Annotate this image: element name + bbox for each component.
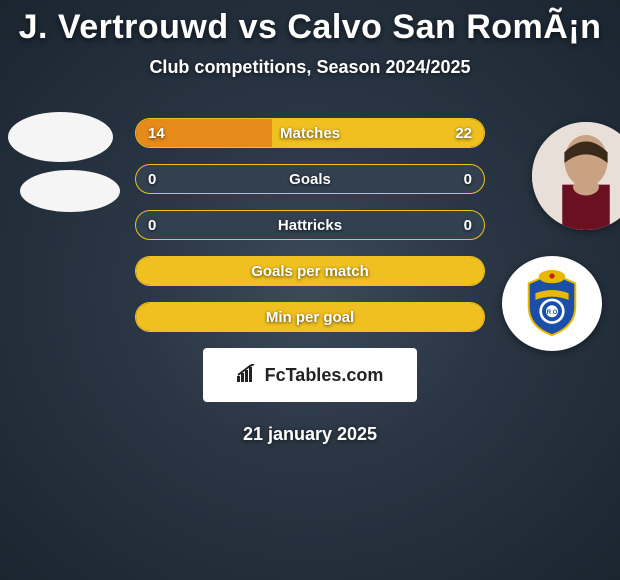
stat-label: Matches	[136, 119, 484, 147]
stat-row: Goals0 0	[135, 164, 485, 194]
stat-value-left: 14	[148, 119, 165, 147]
page-title: J. Vertrouwd vs Calvo San RomÃ¡n	[0, 8, 620, 47]
stat-value-left: 0	[148, 165, 156, 193]
stat-label: Min per goal	[136, 303, 484, 331]
stat-value-right: 0	[464, 165, 472, 193]
stat-row: Matches14 22	[135, 118, 485, 148]
subtitle: Club competitions, Season 2024/2025	[0, 57, 620, 78]
chart-icon	[237, 364, 259, 387]
watermark-text: FcTables.com	[265, 365, 384, 386]
stat-value-left: 0	[148, 211, 156, 239]
stats-block: Matches1422Goals00Hattricks00Goals per m…	[135, 118, 485, 332]
stat-row: Hattricks0 0	[135, 210, 485, 240]
stat-label: Goals per match	[136, 257, 484, 285]
date-label: 21 january 2025	[0, 424, 620, 445]
stat-label: Hattricks	[136, 211, 484, 239]
stat-label: Goals	[136, 165, 484, 193]
stat-value-right: 22	[455, 119, 472, 147]
stat-row: Min per goal	[135, 302, 485, 332]
stat-row: Goals per match	[135, 256, 485, 286]
watermark: FcTables.com	[203, 348, 417, 402]
stat-value-right: 0	[464, 211, 472, 239]
